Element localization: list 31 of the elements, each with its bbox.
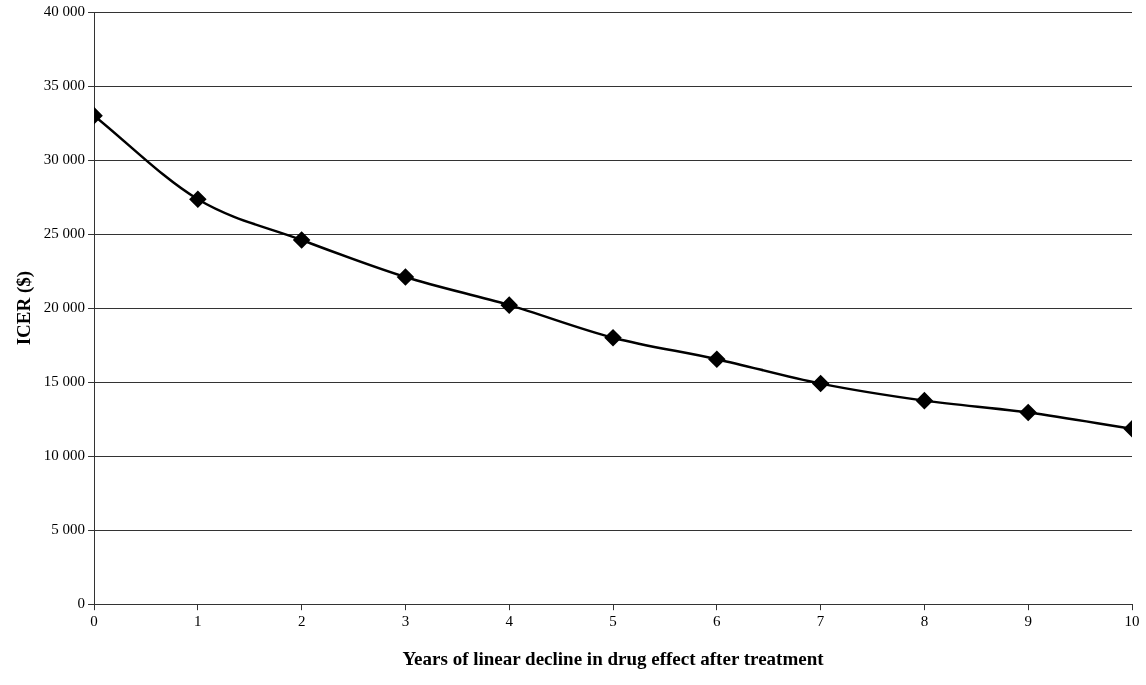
x-tick-label: 9 [1024, 613, 1032, 630]
x-tick-label: 10 [1124, 613, 1140, 630]
y-tick-label: 30 000 [43, 150, 86, 167]
x-tick-label: 3 [401, 613, 410, 630]
y-tick-label: 10 000 [43, 447, 86, 464]
x-tick-label: 5 [609, 613, 617, 630]
point [708, 350, 726, 368]
y-tick-label: 35 000 [43, 76, 86, 93]
x-tick-label: 8 [920, 613, 929, 630]
y-tick-label: 0 [77, 595, 86, 612]
point [293, 231, 310, 249]
x-axis-title: Years of linear decline in drug effect after treatment [402, 647, 825, 669]
y-axis-title: ICER ($) [13, 270, 36, 346]
y-tick-label: 20 000 [43, 299, 86, 316]
x-tick-label: 0 [90, 613, 98, 630]
y-tick-label: 25 000 [43, 225, 86, 242]
y-tick-label: 15 000 [43, 373, 86, 390]
point [812, 375, 829, 392]
point [604, 329, 622, 346]
point [397, 268, 414, 286]
point [500, 296, 518, 314]
point [1019, 404, 1037, 421]
y-tick-label: 40 000 [43, 2, 86, 19]
x-tick-label: 6 [713, 613, 722, 630]
y-tick-label: 5 000 [51, 521, 86, 538]
x-tick-label: 4 [505, 613, 514, 630]
point [189, 191, 207, 208]
x-tick-label: 2 [297, 613, 306, 630]
x-tick-label: 7 [816, 613, 825, 630]
x-tick-label: 1 [194, 613, 202, 630]
point [916, 392, 933, 409]
